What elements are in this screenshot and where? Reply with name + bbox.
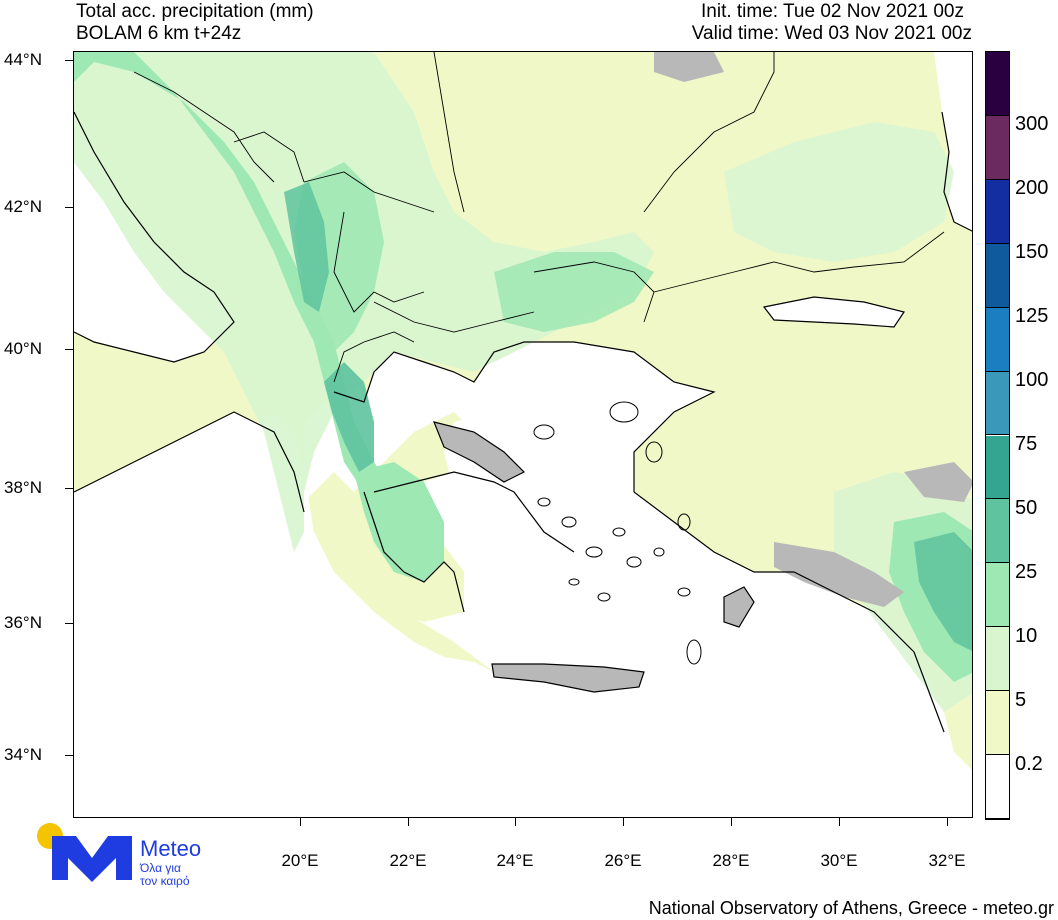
lat-tick xyxy=(65,349,73,350)
lat-tick xyxy=(65,623,73,624)
colorbar-segment xyxy=(986,627,1009,692)
colorbar-label: 5 xyxy=(1015,689,1027,711)
colorbar-segment xyxy=(986,435,1009,500)
valid-time: Valid time: Wed 03 Nov 2021 00z xyxy=(691,23,972,44)
lon-tick xyxy=(623,818,624,826)
lat-label-38n: 38°N xyxy=(4,478,42,497)
colorbar-label: 125 xyxy=(1015,305,1049,327)
colorbar-label: 150 xyxy=(1015,241,1049,263)
precip-pale-green-east xyxy=(724,122,954,262)
dry-land-anatolia xyxy=(774,542,904,607)
colorbar-label: 0.2 xyxy=(1015,753,1043,775)
lon-label-22e: 22°E xyxy=(389,851,427,870)
colorbar-segment xyxy=(986,307,1009,372)
colorbar-segment xyxy=(986,563,1009,628)
colorbar-label: 300 xyxy=(1015,113,1049,135)
colorbar-label: 75 xyxy=(1015,433,1038,455)
ionian-sea xyxy=(74,412,737,817)
lat-label-42n: 42°N xyxy=(4,197,42,216)
colorbar-label: 100 xyxy=(1015,369,1049,391)
lon-label-30e: 30°E xyxy=(820,851,858,870)
lon-label-24e: 24°E xyxy=(496,851,534,870)
colorbar-segment xyxy=(986,52,1009,116)
colorbar-segment xyxy=(986,499,1009,564)
lon-tick xyxy=(731,818,732,826)
footer-credit: National Observatory of Athens, Greece -… xyxy=(648,898,1054,918)
meteo-m-icon xyxy=(37,823,132,882)
precip-teal-epirus xyxy=(324,362,374,472)
coastlines xyxy=(74,111,972,733)
precip-teal-turkey xyxy=(914,532,972,651)
colorbar-label: 200 xyxy=(1015,177,1049,199)
logo-tagline-line1: Όλα για xyxy=(140,861,181,875)
precip-green-peloponnese xyxy=(354,462,444,582)
lon-tick xyxy=(300,818,301,826)
lon-label-28e: 28°E xyxy=(712,851,750,870)
lon-tick xyxy=(515,818,516,826)
precip-teal-albania xyxy=(284,182,329,312)
lat-tick xyxy=(65,207,73,208)
dry-land-euboea xyxy=(434,422,524,482)
lon-tick xyxy=(839,818,840,826)
dry-land-north xyxy=(654,52,724,82)
dry-land-rhodes xyxy=(724,587,754,627)
colorbar-segment xyxy=(986,691,1009,756)
lat-tick xyxy=(65,488,73,489)
map-canvas xyxy=(74,52,972,817)
dry-land-crete xyxy=(492,664,644,692)
lon-tick xyxy=(947,818,948,826)
marmara-sea xyxy=(764,297,904,327)
lat-tick xyxy=(65,755,73,756)
lon-label-26e: 26°E xyxy=(604,851,642,870)
aegean-sea xyxy=(444,392,794,672)
colorbar-segment xyxy=(986,755,1009,819)
lat-label-40n: 40°N xyxy=(4,339,42,358)
lat-label-36n: 36°N xyxy=(4,613,42,632)
lon-label-20e: 20°E xyxy=(281,851,319,870)
model-subtitle: BOLAM 6 km t+24z xyxy=(76,23,242,44)
colorbar-label: 10 xyxy=(1015,625,1038,647)
init-time: Init. time: Tue 02 Nov 2021 00z xyxy=(701,1,964,22)
map-title: Total acc. precipitation (mm) xyxy=(76,1,314,22)
logo-tagline-line2: τον καιρό xyxy=(140,874,190,888)
colorbar-segment xyxy=(986,179,1009,244)
precip-colorbar xyxy=(985,51,1010,820)
colorbar-segment xyxy=(986,243,1009,308)
colorbar-label: 25 xyxy=(1015,561,1038,583)
meteo-logo: Meteo Όλα για τον καιρό xyxy=(36,822,236,888)
logo-tagline: Όλα για τον καιρό xyxy=(140,862,190,888)
aegean-islands xyxy=(533,401,702,665)
lon-tick xyxy=(408,818,409,826)
logo-name: Meteo xyxy=(140,836,202,861)
lat-label-44n: 44°N xyxy=(4,50,42,69)
libyan-sea xyxy=(374,632,954,817)
colorbar-segment xyxy=(986,115,1009,180)
precipitation-map xyxy=(73,51,973,818)
country-borders xyxy=(133,52,945,383)
black-sea xyxy=(934,52,972,231)
lon-label-32e: 32°E xyxy=(928,851,966,870)
colorbar-segment xyxy=(986,371,1009,436)
lat-label-34n: 34°N xyxy=(4,745,42,764)
dry-land-east xyxy=(904,462,972,502)
colorbar-label: 50 xyxy=(1015,497,1038,519)
lat-tick xyxy=(65,60,73,61)
